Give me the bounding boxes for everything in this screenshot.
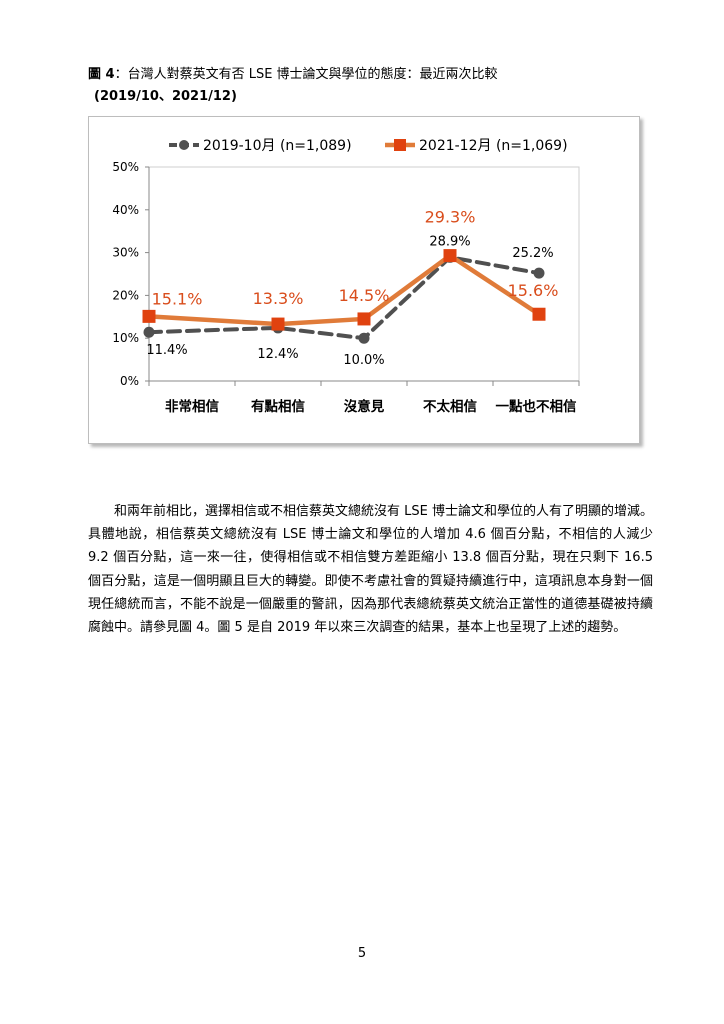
y-tick-label: 20% [112,288,139,302]
series-2019-point [533,267,545,279]
figure-title: 圖 4：台灣人對蔡英文有否 LSE 博士論文與學位的態度：最近兩次比較 [88,64,688,86]
x-category-label: 沒意見 [344,398,385,415]
plot-area-border [148,166,580,382]
series-2019-data-label: 11.4% [146,343,187,358]
series-2019-data-label: 25.2% [512,246,553,261]
series-2019-data-label: 12.4% [257,347,298,362]
series-2021-data-label: 29.3% [425,208,476,227]
y-tick-label: 40% [112,203,139,217]
body-paragraph: 和兩年前相比，選擇相信或不相信蔡英文總統沒有 LSE 博士論文和學位的人有了明顯… [88,504,653,636]
legend-label-2019: 2019-10月 (n=1,089) [203,138,352,154]
legend-label-2021: 2021-12月 (n=1,069) [419,138,568,154]
series-2021-data-label: 15.1% [152,289,203,308]
figure-label: 圖 4 [88,67,115,82]
figure-subtitle: (2019/10、2021/12) [94,89,237,104]
legend-marker-2021 [394,139,406,151]
y-tick-label: 50% [112,160,139,174]
y-tick-label: 10% [112,331,139,345]
series-2021-point [271,317,285,331]
series-2021-data-label: 13.3% [253,289,304,308]
series-2021-data-label: 15.6% [508,281,559,300]
y-tick-label: 30% [112,246,139,260]
series-2021-point [532,307,546,321]
series-2019-point [358,332,370,344]
figure-title-text: ：台灣人對蔡英文有否 LSE 博士論文與學位的態度：最近兩次比較 [114,67,498,82]
series-2019-data-label: 10.0% [343,353,384,368]
series-2019-point [143,326,155,338]
x-category-label: 不太相信 [423,398,477,415]
series-2021-data-label: 14.5% [339,286,390,305]
line-chart: 0% 10% 20% 30% 40% 50% 非常相信 有點相信 沒意見 不太相信 一點也不相信 11… [88,116,640,444]
y-tick-label: 0% [120,374,139,388]
series-2019-data-label: 28.9% [429,234,470,249]
series-2021-point [443,249,457,263]
x-category-label: 有點相信 [251,398,305,415]
x-category-label: 非常相信 [165,398,219,415]
chart-svg: 0% 10% 20% 30% 40% 50% 非常相信 有點相信 沒意見 不太相信 一點也不相信 11… [112,138,580,415]
x-category-label: 一點也不相信 [496,398,577,415]
legend-marker-2019 [179,140,189,150]
page-number: 5 [357,946,367,961]
series-2021-point [142,309,156,323]
series-2021-point [357,312,371,326]
